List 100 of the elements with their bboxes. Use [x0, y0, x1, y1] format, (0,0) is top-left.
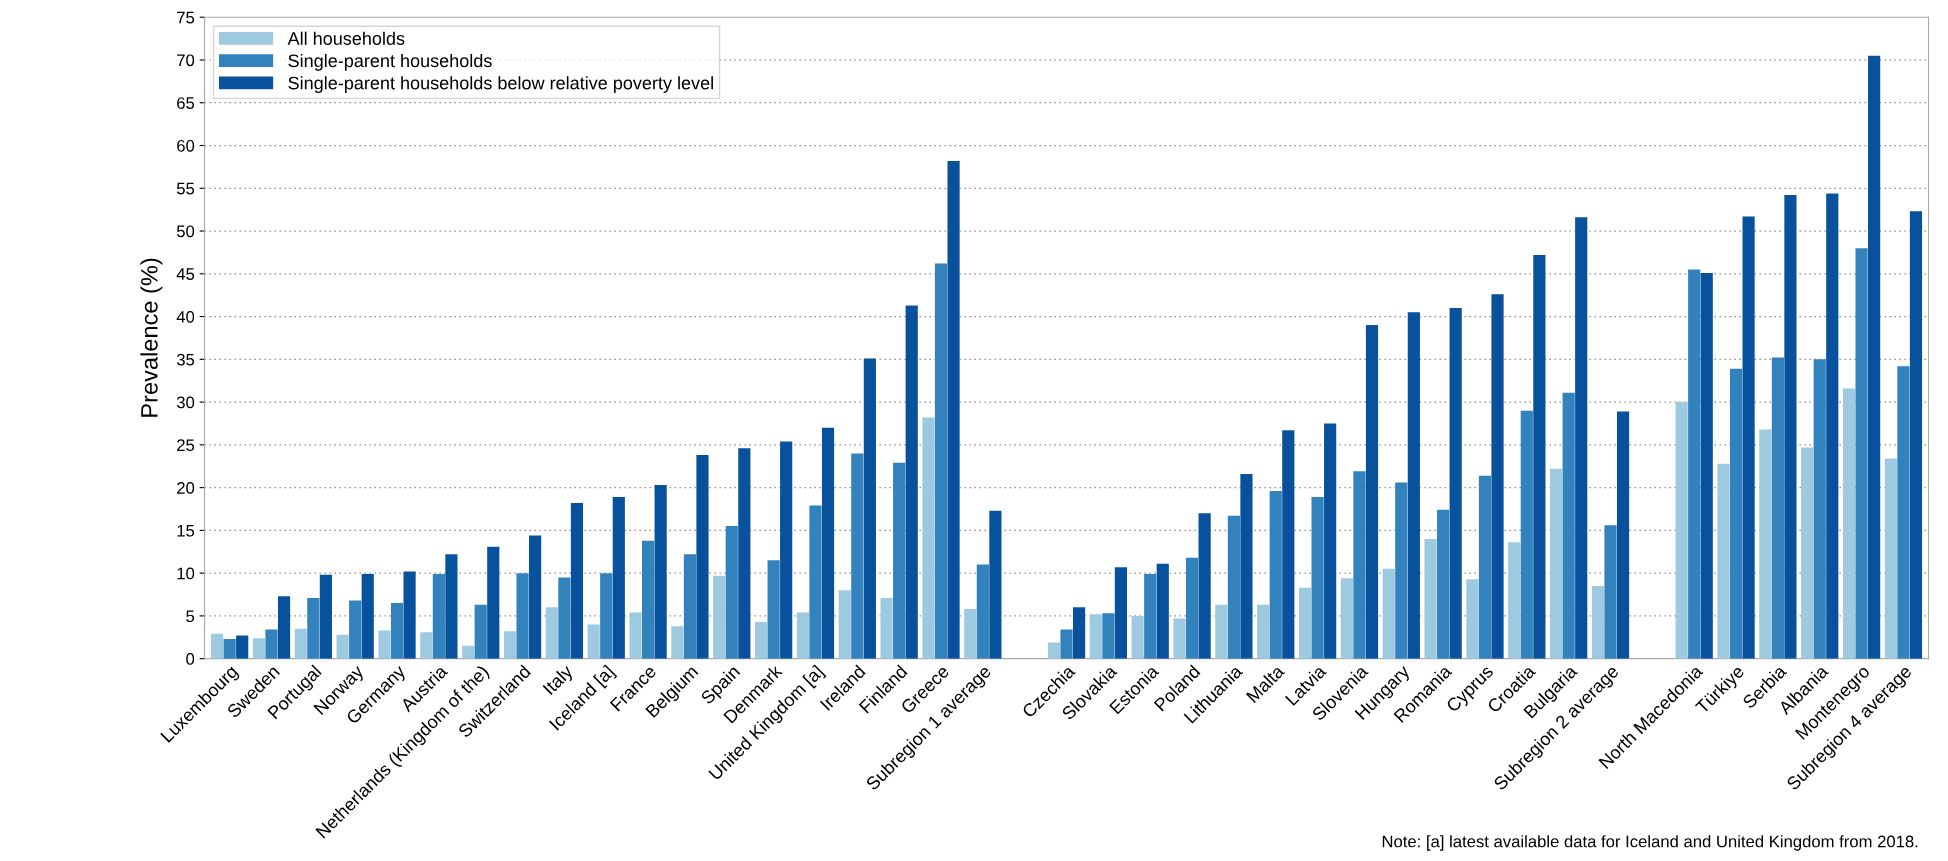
bar [1282, 430, 1295, 659]
bar [1855, 248, 1868, 659]
bar [629, 612, 642, 659]
bar [390, 603, 404, 659]
y-tick-label: 60 [177, 139, 195, 152]
bar [1491, 294, 1504, 659]
legend-label: Single-parent households below relative poverty level [288, 76, 713, 93]
bar [1382, 568, 1395, 659]
bar [432, 573, 445, 659]
bar [570, 503, 584, 659]
legend-label: Single-parent households [288, 53, 492, 71]
bar [1591, 585, 1605, 659]
y-tick-label: 30 [176, 396, 195, 409]
bar [1771, 357, 1784, 659]
bar [922, 417, 935, 659]
bar [654, 485, 667, 659]
bar [1688, 269, 1701, 659]
bar [1675, 402, 1688, 659]
bar [1131, 615, 1144, 659]
bar [1604, 525, 1617, 659]
bar [587, 624, 600, 659]
bar [1868, 55, 1881, 659]
bar [336, 634, 349, 659]
bar [1089, 614, 1102, 659]
bar [1257, 604, 1270, 659]
y-tick-label: 25 [177, 439, 195, 452]
bar [1700, 272, 1713, 659]
bar [1550, 468, 1563, 659]
bar [445, 554, 458, 659]
bar [976, 564, 989, 659]
bar [1144, 573, 1157, 659]
bar [1185, 557, 1199, 659]
bar [223, 638, 236, 659]
bar [474, 604, 487, 659]
bar [1813, 359, 1826, 659]
bar [1424, 538, 1437, 659]
y-tick-label: 0 [186, 653, 195, 665]
bar [529, 535, 542, 659]
bar [545, 607, 558, 659]
y-tick-label: 5 [186, 610, 195, 623]
bar [934, 263, 948, 659]
y-axis-title: Prevalence (%) [140, 258, 163, 417]
bar [1508, 542, 1521, 659]
bar [1842, 388, 1856, 659]
bar [612, 497, 625, 659]
bar [361, 573, 374, 659]
y-tick-label: 70 [177, 54, 195, 67]
y-tick-label: 40 [176, 310, 195, 323]
bar [1437, 509, 1450, 659]
bar [738, 448, 751, 659]
bar [236, 635, 249, 659]
bar [349, 600, 362, 659]
bar [821, 427, 835, 659]
bar [1227, 515, 1240, 659]
bar [307, 597, 320, 659]
bar [1365, 325, 1379, 659]
bar [863, 358, 876, 659]
bar [1173, 618, 1186, 659]
bar [964, 609, 977, 659]
bar [713, 575, 726, 659]
bar [294, 628, 307, 659]
bar [754, 621, 768, 659]
bar [1311, 497, 1324, 659]
bar [1616, 411, 1630, 659]
bar [319, 574, 332, 659]
legend-label: All households [287, 31, 405, 45]
bar [838, 590, 851, 659]
bar [265, 629, 278, 659]
bar [1298, 587, 1312, 659]
y-tick-label: 10 [177, 567, 195, 580]
bar [1407, 312, 1420, 659]
bar [796, 612, 809, 659]
bar [1114, 567, 1128, 659]
bar [600, 573, 613, 659]
bar [1562, 392, 1575, 659]
bar [503, 631, 517, 659]
bar [851, 453, 864, 659]
bar [1742, 216, 1755, 659]
bar [1215, 604, 1228, 659]
bar [1047, 642, 1061, 659]
bar [1897, 366, 1910, 659]
bar [277, 596, 291, 659]
y-tick-label: 75 [177, 11, 195, 24]
bar [1729, 368, 1743, 659]
y-tick-label: 20 [177, 482, 195, 494]
bar [403, 571, 416, 659]
bar [1395, 482, 1408, 659]
bar [1060, 629, 1073, 659]
bar [1478, 475, 1492, 659]
bar [1520, 410, 1533, 659]
bar [487, 546, 500, 659]
bar [558, 577, 571, 659]
bar [211, 633, 224, 659]
bar [947, 160, 960, 659]
bar [378, 630, 391, 659]
bar [1353, 471, 1366, 659]
bar [1340, 578, 1353, 659]
bar [989, 510, 1002, 659]
bar [893, 462, 906, 659]
y-tick-label: 65 [177, 97, 195, 109]
